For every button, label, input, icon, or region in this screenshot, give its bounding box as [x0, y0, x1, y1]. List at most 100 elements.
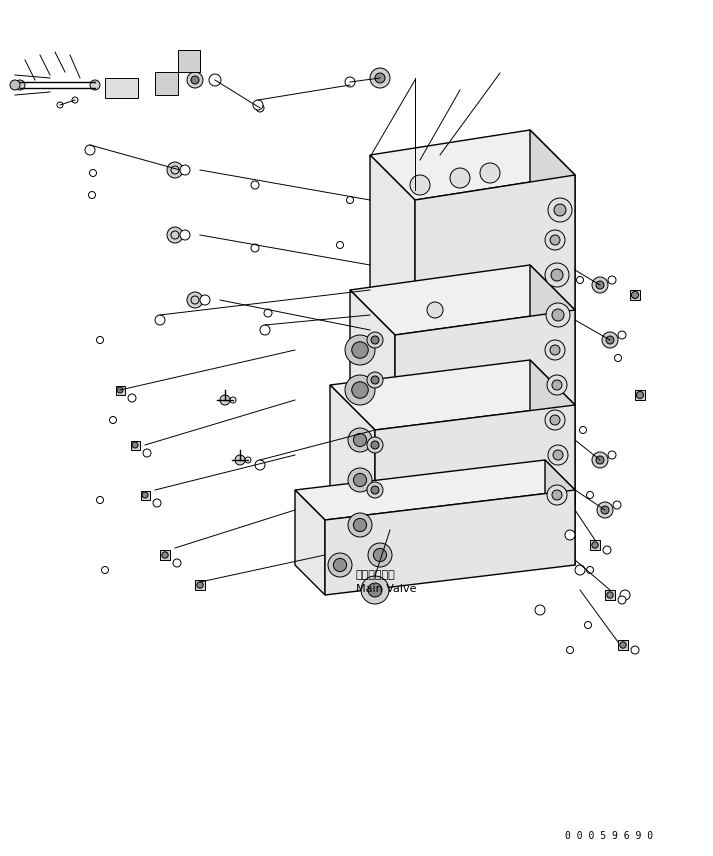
Circle shape: [187, 72, 203, 88]
Polygon shape: [370, 155, 415, 335]
Circle shape: [547, 375, 567, 395]
Circle shape: [607, 591, 613, 598]
Circle shape: [328, 553, 352, 577]
Circle shape: [345, 375, 375, 405]
Circle shape: [577, 276, 583, 283]
Circle shape: [57, 102, 63, 108]
Circle shape: [552, 380, 562, 390]
Bar: [630, 289, 640, 300]
Circle shape: [348, 468, 372, 492]
Circle shape: [637, 391, 644, 399]
Bar: [618, 640, 628, 650]
Circle shape: [565, 530, 575, 540]
Circle shape: [580, 426, 587, 433]
Circle shape: [597, 502, 613, 518]
Polygon shape: [530, 130, 575, 310]
Circle shape: [608, 276, 616, 284]
Circle shape: [142, 492, 148, 498]
Circle shape: [251, 244, 259, 252]
Circle shape: [480, 163, 500, 183]
Bar: [160, 550, 170, 560]
Circle shape: [334, 558, 347, 572]
Circle shape: [601, 506, 609, 514]
Circle shape: [371, 441, 379, 449]
Circle shape: [337, 241, 344, 248]
Circle shape: [587, 567, 593, 574]
Circle shape: [632, 291, 639, 299]
Circle shape: [613, 501, 621, 509]
Circle shape: [592, 452, 608, 468]
Circle shape: [90, 80, 100, 90]
Circle shape: [230, 397, 236, 403]
Circle shape: [367, 332, 383, 348]
Circle shape: [96, 496, 103, 503]
Circle shape: [545, 230, 565, 250]
Circle shape: [371, 376, 379, 384]
Circle shape: [90, 169, 96, 176]
Polygon shape: [330, 385, 375, 530]
Bar: [160, 550, 170, 560]
Circle shape: [253, 100, 263, 110]
Circle shape: [587, 491, 593, 498]
Circle shape: [367, 482, 383, 498]
Circle shape: [552, 309, 564, 321]
Circle shape: [551, 269, 563, 281]
Circle shape: [410, 175, 430, 195]
Circle shape: [550, 345, 560, 355]
Circle shape: [535, 605, 545, 615]
Circle shape: [596, 281, 604, 289]
Circle shape: [260, 325, 270, 335]
Circle shape: [370, 68, 390, 88]
Circle shape: [546, 303, 570, 327]
Circle shape: [554, 204, 566, 216]
Circle shape: [585, 621, 592, 628]
Circle shape: [101, 567, 108, 574]
Circle shape: [545, 263, 569, 287]
Circle shape: [602, 332, 618, 348]
Circle shape: [143, 449, 151, 457]
Text: 0 0 0 5 9 6 9 0: 0 0 0 5 9 6 9 0: [565, 831, 653, 841]
Circle shape: [264, 309, 272, 317]
Polygon shape: [350, 265, 575, 335]
Polygon shape: [105, 78, 138, 98]
Circle shape: [132, 442, 138, 448]
Polygon shape: [375, 405, 575, 530]
Circle shape: [575, 565, 585, 575]
Circle shape: [197, 582, 203, 588]
Circle shape: [631, 646, 639, 654]
Circle shape: [361, 576, 389, 604]
Circle shape: [606, 336, 614, 344]
Circle shape: [128, 394, 136, 402]
Circle shape: [367, 372, 383, 388]
Circle shape: [96, 336, 103, 343]
Circle shape: [85, 145, 95, 155]
Text: メインバルブ: メインバルブ: [356, 570, 396, 580]
Circle shape: [545, 410, 565, 430]
Circle shape: [110, 417, 116, 424]
Circle shape: [450, 168, 470, 188]
Polygon shape: [295, 460, 575, 520]
Circle shape: [155, 315, 165, 325]
Circle shape: [596, 456, 604, 464]
Circle shape: [200, 295, 210, 305]
Polygon shape: [325, 490, 575, 595]
Circle shape: [374, 549, 386, 562]
Circle shape: [153, 499, 161, 507]
Circle shape: [608, 451, 616, 459]
Polygon shape: [370, 130, 575, 200]
Circle shape: [550, 415, 560, 425]
Circle shape: [167, 162, 183, 178]
Circle shape: [354, 473, 366, 486]
Circle shape: [371, 336, 379, 344]
Bar: [635, 389, 645, 401]
Circle shape: [603, 546, 611, 554]
Polygon shape: [545, 460, 575, 565]
Circle shape: [427, 302, 443, 318]
Circle shape: [615, 354, 622, 361]
Circle shape: [220, 395, 230, 405]
Polygon shape: [155, 72, 178, 95]
Circle shape: [167, 227, 183, 243]
Circle shape: [352, 382, 368, 398]
Polygon shape: [395, 310, 575, 430]
Polygon shape: [295, 490, 325, 595]
